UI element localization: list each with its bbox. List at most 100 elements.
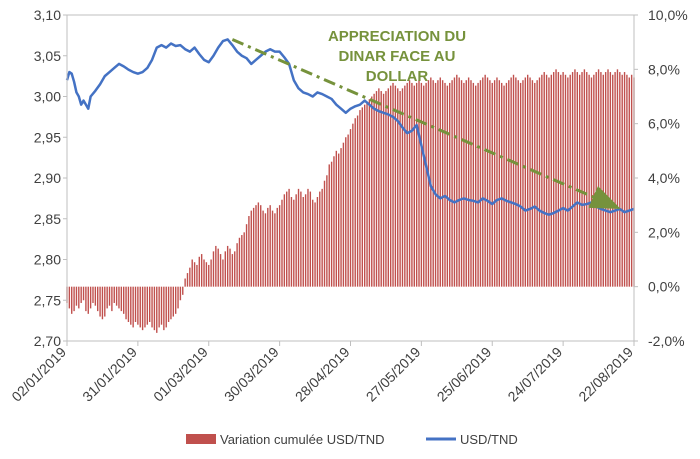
bar-30 [137,286,139,325]
bar-170 [467,77,470,287]
bar-227 [602,74,604,287]
bar-111 [328,164,330,287]
bar-176 [482,77,484,287]
bar-73 [238,237,241,287]
x-tick-0: 02/01/2019 [8,344,69,405]
bar-15 [101,286,104,320]
bar-196 [529,77,531,287]
bar-233 [616,69,619,287]
bar-57 [200,254,203,287]
bar-100 [302,197,304,287]
bar-24 [123,286,125,314]
bar-137 [389,85,392,287]
bar-210 [562,72,564,287]
bar-175 [479,80,482,287]
bar-143 [404,85,406,287]
bar-159 [441,80,444,287]
bars-layer [66,69,635,333]
bar-68 [226,245,229,287]
bar-36 [151,286,153,328]
bar-85 [267,207,269,287]
line-layer [65,38,635,216]
bar-231 [612,74,614,287]
bar-51 [186,273,189,287]
bar-122 [354,118,356,287]
bar-64 [217,248,219,287]
bar-52 [189,267,191,287]
y-right-tick-2: 6,0% [648,116,680,132]
bar-126 [363,104,366,287]
bar-70 [231,254,234,287]
bar-135 [385,91,387,287]
bar-75 [243,232,245,287]
x-tick-4: 28/04/2019 [292,344,353,405]
x-tick-1: 31/01/2019 [79,344,140,405]
bar-12 [94,286,97,306]
bar-59 [205,262,208,287]
bar-131 [375,91,378,287]
bar-8 [85,286,87,312]
bar-238 [628,77,630,287]
bar-14 [99,286,101,317]
legend-bar-swatch [186,434,216,444]
bar-220 [586,72,588,287]
bar-44 [170,286,172,320]
bar-89 [276,207,278,287]
bar-22 [118,286,120,309]
bar-160 [444,82,446,287]
bar-132 [378,88,380,287]
bar-98 [297,188,300,287]
bar-203 [545,74,548,287]
x-tick-2: 01/03/2019 [150,344,211,405]
bar-120 [349,129,352,287]
bar-54 [193,262,196,287]
bar-110 [326,175,328,287]
bar-109 [323,180,326,287]
bar-178 [486,77,489,287]
bar-113 [333,156,335,287]
bar-138 [392,82,394,287]
bar-153 [427,80,430,287]
bar-133 [380,91,382,287]
bar-87 [271,210,274,287]
bar-144 [406,82,408,287]
bar-199 [536,80,538,287]
bar-53 [191,259,193,287]
bar-151 [423,85,425,287]
bar-1 [68,286,71,309]
bar-147 [413,85,415,287]
bar-84 [264,213,267,287]
bar-21 [115,286,118,306]
usd-tnd-line [65,38,635,216]
bar-183 [498,80,501,287]
bar-148 [415,82,418,287]
bar-127 [366,101,368,287]
bar-213 [569,74,571,287]
bar-205 [550,74,553,287]
bar-208 [557,72,560,287]
bar-207 [555,69,557,287]
bar-194 [524,77,527,287]
bar-31 [139,286,141,328]
bar-114 [335,150,338,287]
bar-224 [595,72,597,287]
bar-171 [470,80,472,287]
bar-217 [578,74,581,287]
bar-67 [224,251,226,287]
bar-164 [453,77,456,287]
bar-50 [184,278,186,287]
y-left-tick-6: 2,80 [34,252,61,268]
bar-211 [564,74,567,287]
y-right-tick-0: 10,0% [648,7,688,23]
bar-187 [508,80,510,287]
bar-104 [312,199,314,287]
bar-239 [630,74,633,287]
bar-47 [177,286,179,309]
bar-216 [576,72,578,287]
bar-34 [146,286,149,325]
bar-118 [345,137,347,287]
y-left-tick-8: 2,70 [34,333,61,349]
bar-140 [397,88,399,287]
bar-150 [420,82,423,287]
y-right-tick-3: 4,0% [648,170,680,186]
